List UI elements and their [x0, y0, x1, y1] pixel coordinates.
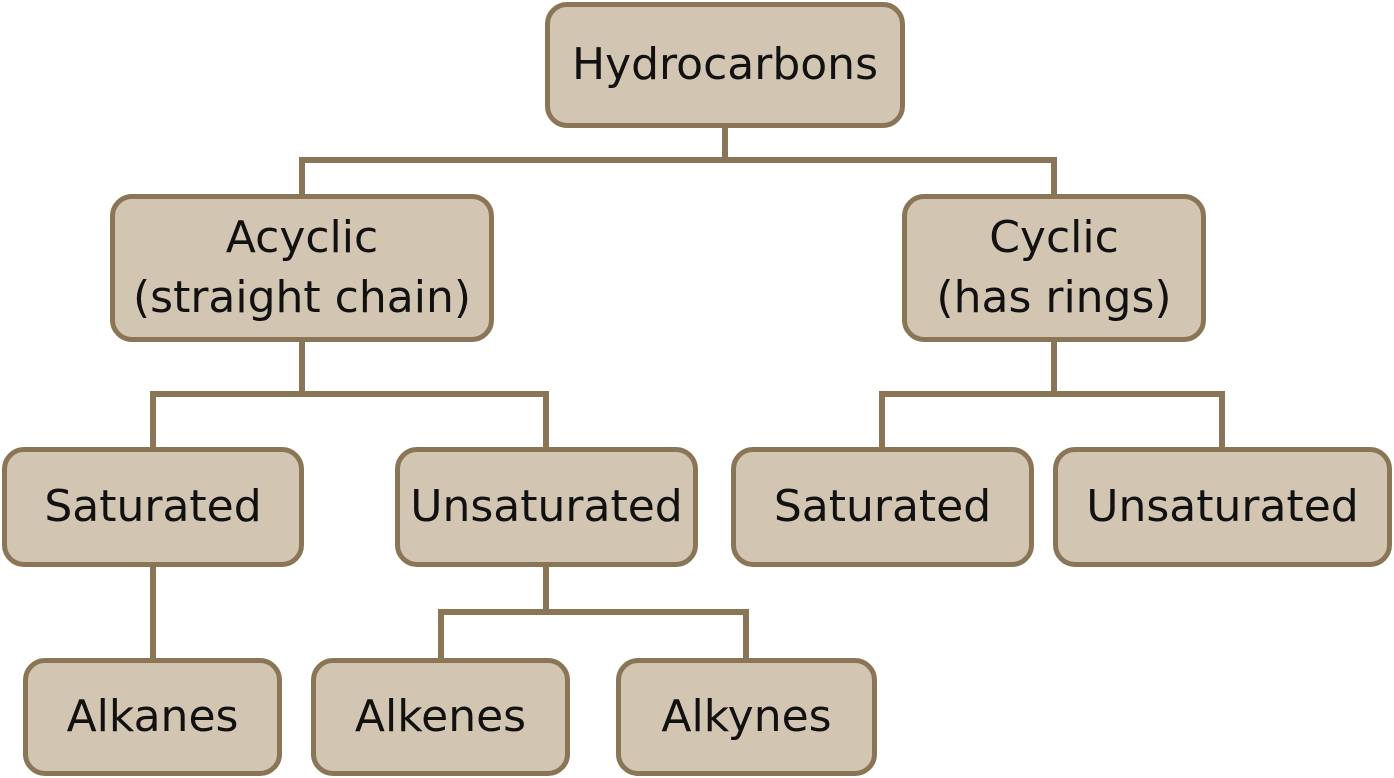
node-acyclic-saturated-label: Saturated: [44, 481, 262, 532]
node-acyclic-unsaturated: Unsaturated: [395, 447, 698, 567]
node-cyclic-unsaturated: Unsaturated: [1053, 447, 1392, 567]
connector-acyclic-to-children: [150, 339, 549, 450]
node-hydrocarbons: Hydrocarbons: [545, 2, 905, 128]
node-acyclic-unsaturated-label: Unsaturated: [410, 481, 683, 532]
node-hydrocarbons-label: Hydrocarbons: [571, 39, 878, 90]
node-cyclic: Cyclic (has rings): [902, 194, 1206, 342]
node-alkenes: Alkenes: [311, 658, 570, 776]
node-acyclic-title: Acyclic: [225, 212, 379, 263]
node-alkenes-label: Alkenes: [354, 691, 527, 742]
node-acyclic: Acyclic (straight chain): [110, 194, 494, 342]
connector-cyclic-to-children: [879, 339, 1225, 450]
node-alkynes: Alkynes: [616, 658, 877, 776]
node-acyclic-subtitle: (straight chain): [133, 272, 471, 323]
node-cyclic-unsaturated-label: Unsaturated: [1086, 481, 1359, 532]
node-cyclic-subtitle: (has rings): [936, 272, 1172, 323]
connector-hydrocarbons-to-level1: [299, 125, 1057, 197]
connector-unsaturated-to-alkenes-alkynes: [438, 564, 749, 661]
node-alkanes: Alkanes: [23, 658, 282, 776]
node-acyclic-saturated: Saturated: [2, 447, 304, 567]
node-cyclic-saturated-label: Saturated: [773, 481, 992, 532]
node-cyclic-saturated: Saturated: [731, 447, 1034, 567]
node-cyclic-title: Cyclic: [989, 212, 1119, 263]
node-alkanes-label: Alkanes: [66, 691, 239, 742]
node-alkynes-label: Alkynes: [661, 691, 832, 742]
